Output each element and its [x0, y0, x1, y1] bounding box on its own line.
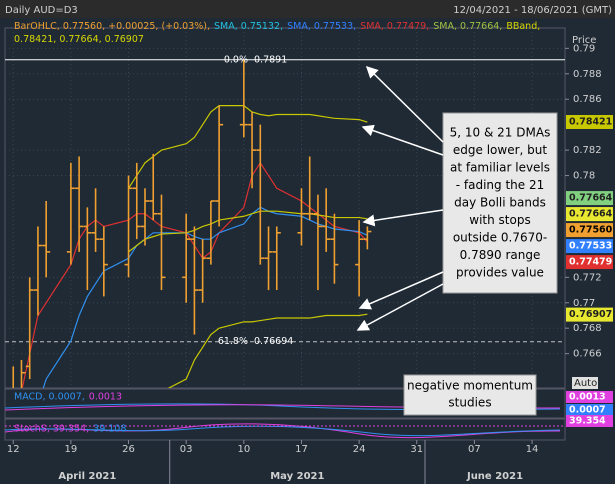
legend-entry: SMA, 0.77479,: [360, 21, 430, 32]
annotation-line: 0.7890 range: [460, 248, 541, 262]
price-tag-label: 0.77533: [569, 241, 612, 252]
fib-value: 0.76694: [254, 336, 293, 347]
y-tick-label: 0.79: [573, 43, 595, 54]
price-tag: [566, 191, 613, 206]
price-tag: [566, 223, 613, 238]
x-tick-label: 14: [526, 444, 539, 455]
header-range: 12/04/2021 - 18/06/2021 (GMT): [453, 5, 612, 16]
overlay-line: [128, 104, 368, 189]
month-label: April 2021: [58, 471, 116, 482]
x-tick-label: 07: [468, 444, 481, 455]
legend-entry: SMA, 0.77664,: [433, 21, 503, 32]
y-tick-label: 0.782: [573, 145, 602, 156]
y-tick-label: 0.77: [573, 298, 595, 309]
macd-tag: [566, 404, 613, 416]
x-tick-label: 17: [295, 444, 308, 455]
overlay-line: [42, 206, 368, 388]
annotation-line: day Bolli bands: [454, 196, 546, 210]
legend-entry: BBand, 0.78421, 0.77664, 0.76907: [14, 21, 541, 45]
annotation-line: at familiar levels: [450, 161, 550, 175]
y-tick-label: 0.786: [573, 94, 602, 105]
momentum-box: [403, 374, 537, 416]
price-tag-label: 0.78421: [569, 117, 612, 128]
overlay-line: [167, 313, 368, 388]
price-tag-label: 0.76907: [569, 309, 612, 320]
month-label: May 2021: [270, 471, 324, 482]
price-tag: [566, 307, 613, 322]
fib-pct: 0.0%: [224, 54, 248, 65]
legend-entry: SMA, 0.75132,: [214, 21, 284, 32]
annotation-line: provides value: [456, 266, 544, 280]
y-tick-label: 0.772: [573, 272, 602, 283]
annotation-line: - fading the 21: [456, 178, 545, 192]
auto-button[interactable]: [572, 377, 598, 389]
stoch-tag-label: 39.354: [569, 416, 606, 427]
price-tag: [566, 255, 613, 270]
price-tag: [566, 115, 613, 130]
annotation-line: with stops: [469, 213, 530, 227]
y-tick-label: 0.788: [573, 69, 602, 80]
header-bar: [0, 0, 615, 18]
macd-legend: 0.0013: [89, 392, 122, 403]
x-tick-label: 12: [7, 444, 20, 455]
price-tag-label: 0.77664: [569, 193, 613, 204]
y-tick-label: 0.766: [573, 349, 602, 360]
price-tag-label: 0.77664: [569, 209, 613, 220]
x-tick-label: 24: [353, 444, 366, 455]
macd-tag-label: 0.0013: [569, 392, 606, 403]
momentum-line: negative momentum: [407, 379, 533, 393]
x-tick-label: 26: [122, 444, 135, 455]
auto-label[interactable]: Auto: [574, 378, 597, 389]
price-tag: [566, 207, 613, 222]
fib-pct: 61.8%: [218, 336, 248, 347]
y-tick-label: 0.78: [573, 171, 595, 182]
macd-tag: [566, 391, 613, 403]
legend-entry: SMA, 0.77533,: [287, 21, 357, 32]
price-tag-label: 0.77479: [569, 257, 612, 268]
stoch-signal: [4, 425, 561, 437]
overlay-line: [128, 210, 368, 253]
annotation-line: 5, 10 & 21 DMAs: [450, 126, 551, 140]
annotation-line: outside 0.7670-: [453, 231, 547, 245]
arrows: [356, 65, 444, 331]
annotation-line: edge lower, but: [453, 143, 547, 157]
plot-area: [5, 28, 565, 388]
price-tag: [566, 239, 613, 254]
macd-tag-label: 0.0007: [569, 405, 606, 416]
header-title: Daily AUD=D3: [5, 5, 78, 16]
stoch-tag: [566, 415, 613, 427]
x-tick-label: 03: [180, 444, 193, 455]
momentum-line: studies: [448, 396, 491, 410]
x-tick-label: 31: [410, 444, 423, 455]
fib-value: 0.7891: [254, 54, 287, 65]
annotation-box: [442, 112, 558, 294]
price-tag-label: 0.77560: [569, 225, 613, 236]
stoch-legend: StochS, 39.354,: [14, 424, 89, 435]
legend-entry: BarOHLC, 0.77560, +0.00025, (+0.03%),: [14, 21, 211, 32]
month-label: June 2021: [466, 471, 523, 482]
stoch-legend: 39.108: [93, 424, 126, 435]
x-tick-label: 19: [65, 444, 78, 455]
macd-legend: MACD, 0.0007,: [14, 392, 85, 403]
price-label: Price: [572, 35, 596, 46]
x-tick-label: 10: [237, 444, 250, 455]
y-tick-label: 0.768: [573, 323, 602, 334]
legend: BarOHLC, 0.77560, +0.00025, (+0.03%), SMA…: [14, 20, 564, 46]
